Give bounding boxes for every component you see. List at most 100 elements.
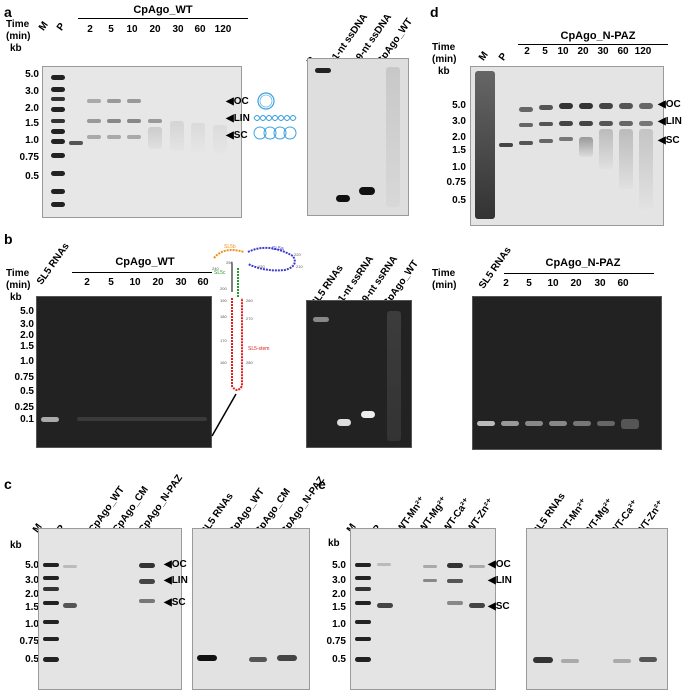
sl5-rna-band — [477, 421, 495, 426]
sc-band — [539, 139, 553, 143]
time-label: 5 — [108, 24, 114, 35]
time-label: 5 — [542, 46, 548, 57]
kb-unit-label: kb — [10, 540, 22, 551]
sl5-rna-band — [639, 657, 657, 662]
time-label: 30 — [172, 24, 184, 35]
oc-band — [639, 103, 653, 109]
gel-panel-c — [38, 528, 182, 690]
lin-annotation: ◀LIN — [658, 116, 682, 127]
lin-band — [519, 123, 533, 127]
marker-band — [51, 129, 65, 134]
panel-d-rna-header: CpAgo_N-PAZ — [545, 257, 621, 269]
structure-number: 160 — [220, 360, 227, 365]
marker-band — [43, 601, 59, 605]
time-label: 60 — [617, 278, 629, 289]
time-label: 2 — [87, 24, 93, 35]
time-label: 2 — [84, 277, 90, 288]
oc-band — [63, 565, 77, 568]
kb-label: 2.0 — [25, 103, 39, 114]
sc-band — [63, 603, 77, 608]
sl5-secondary-structure: SL5b SL5a SL5c SL5-stem 250 240 230 220 … — [211, 244, 303, 437]
marker-band — [51, 202, 65, 207]
panel-d-header: CpAgo_N-PAZ — [560, 30, 636, 42]
lin-band — [423, 579, 437, 582]
kb-unit-label: kb — [10, 292, 22, 303]
kb-unit-label: kb — [10, 43, 22, 54]
lin-band — [148, 119, 162, 123]
kb-label: 5.0 — [332, 560, 346, 571]
protein-lane-smear — [387, 311, 401, 441]
time-axis-label: Time (min) — [6, 268, 31, 291]
structure-number: 230 — [258, 264, 265, 269]
lin-band — [107, 119, 121, 123]
smear — [213, 125, 227, 155]
marker-band — [355, 657, 371, 662]
oc-band — [127, 99, 141, 103]
sl5-rna-band — [597, 421, 615, 426]
marker-band — [51, 139, 65, 144]
time-axis-label: Time (min) — [6, 19, 31, 42]
kb-label: 0.75 — [326, 636, 346, 647]
sl5-rna-band — [249, 657, 267, 662]
kb-label: 1.0 — [452, 162, 466, 173]
kb-label: 1.5 — [452, 145, 466, 156]
time-label: 10 — [547, 278, 559, 289]
gel-panel-b-ssrna — [306, 300, 412, 448]
sl5-rna-band — [561, 659, 579, 663]
sl5c-label: SL5c — [214, 270, 226, 276]
sl5-rna-band — [533, 657, 553, 663]
ssrna-21nt-band — [337, 419, 351, 426]
kb-label: 1.0 — [332, 619, 346, 630]
sc-band — [499, 143, 513, 147]
panel-label-e: e — [318, 476, 326, 492]
open-circle-plasmid-icon — [257, 92, 275, 110]
marker-band — [355, 601, 371, 605]
oc-band — [423, 565, 437, 568]
gel-panel-d — [470, 66, 664, 226]
kb-label: 5.0 — [20, 306, 34, 317]
marker-band — [51, 153, 65, 158]
sl5-stem-label: SL5-stem — [248, 346, 269, 352]
lin-band — [639, 121, 653, 126]
time-label: 5 — [108, 277, 114, 288]
gel-panel-e — [350, 528, 496, 690]
time-label: 20 — [152, 277, 164, 288]
marker-band — [43, 657, 59, 662]
time-label: 10 — [126, 24, 138, 35]
kb-label: 3.0 — [452, 116, 466, 127]
sc-band — [469, 603, 485, 608]
sc-annotation: ◀SC — [488, 601, 510, 612]
panel-b-header-line — [72, 272, 212, 273]
time-label: 30 — [597, 46, 609, 57]
smear — [599, 129, 613, 169]
kb-label: 3.0 — [20, 319, 34, 330]
lane-label-m: M — [476, 49, 491, 63]
structure-number: 180 — [220, 314, 227, 319]
oc-band — [87, 99, 101, 103]
marker-band — [51, 87, 65, 92]
protein-lane-smear — [386, 67, 400, 207]
marker-band — [51, 119, 65, 123]
lin-band — [127, 119, 141, 123]
kb-label: 1.5 — [20, 341, 34, 352]
sc-band — [107, 135, 121, 139]
panel-d-header-line — [518, 44, 668, 45]
sc-band — [127, 135, 141, 139]
sc-annotation: ◀SC — [226, 130, 248, 141]
sl5a-label: SL5a — [272, 246, 284, 252]
oc-band — [519, 107, 533, 112]
time-label: 60 — [197, 277, 209, 288]
time-label: 60 — [194, 24, 206, 35]
sl5-rna-band — [41, 417, 59, 422]
oc-band — [579, 103, 593, 109]
structure-number: 240 — [212, 266, 219, 271]
kb-label: 0.25 — [14, 402, 34, 413]
sc-band — [87, 135, 101, 139]
smear — [619, 129, 633, 189]
panel-label-c: c — [4, 476, 12, 492]
gel-panel-a-ssdna — [307, 58, 409, 216]
time-label: 2 — [524, 46, 530, 57]
marker-band — [43, 576, 59, 580]
gel-panel-d-rna — [472, 296, 662, 450]
oc-annotation: ◀OC — [658, 99, 681, 110]
